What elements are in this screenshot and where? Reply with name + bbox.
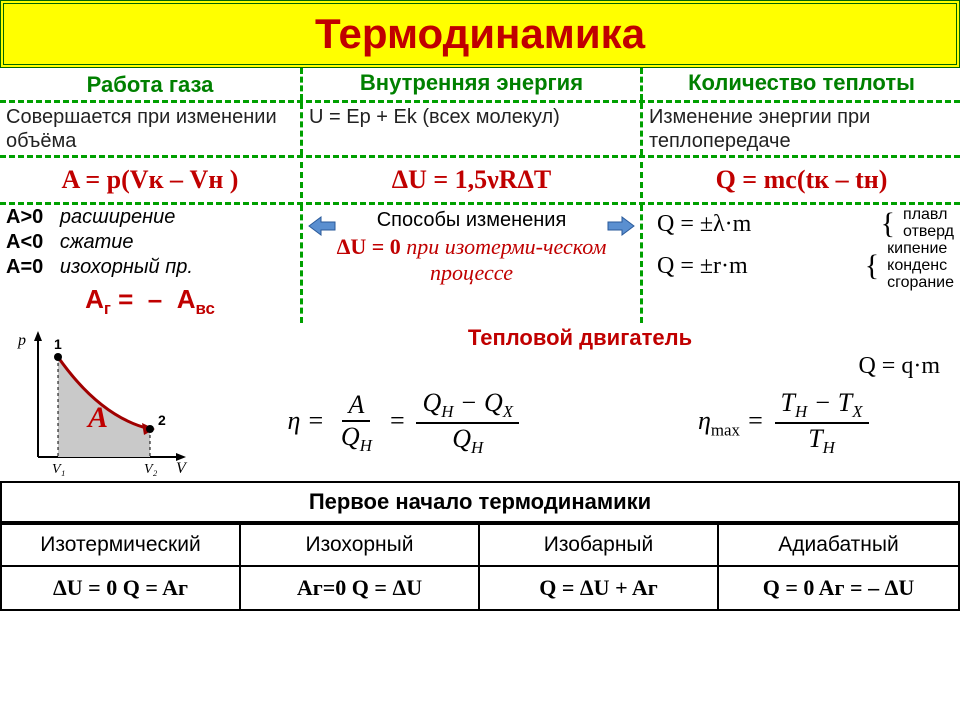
case1-txt: расширение [60, 206, 175, 228]
q2b: конденс [887, 258, 954, 275]
ag-formula: Aг = – Aвс [0, 280, 300, 323]
q2-cases: кипение конденс сгорание [887, 241, 954, 291]
formula-energy: ΔU = 1,5νRΔT [300, 162, 640, 198]
q1b: отверд [903, 224, 954, 241]
q-formulas: Q = ±λ·m { плавл отверд Q = ±r·m { кипен… [640, 205, 960, 323]
svg-text:A: A [86, 401, 108, 434]
q-lambda: Q = ±λ·m [649, 211, 875, 238]
th-isobaric: Изобарный [480, 523, 719, 565]
case3-txt: изохорный пр. [60, 256, 193, 278]
mid-note2-f: ΔU = 0 [337, 234, 407, 259]
col1-desc: Совершается при изменении объёма [0, 103, 300, 155]
engine-section: p V V₁ V₂ 1 2 A Тепловой двигатель Q = q… [0, 323, 960, 481]
svg-text:1: 1 [54, 336, 62, 352]
eta-formula: η = AQH = QH − QXQH [287, 388, 523, 458]
svg-text:p: p [17, 332, 26, 349]
f-isothermal: ΔU = 0 Q = Aг [2, 565, 241, 609]
svg-text:V₂: V₂ [144, 462, 158, 477]
pv-graph: p V V₁ V₂ 1 2 A [10, 327, 190, 477]
q1a: плавл [903, 207, 954, 224]
th-isothermal: Изотермический [2, 523, 241, 565]
f-adiabatic: Q = 0 Aг = – ΔU [719, 565, 958, 609]
case2-cond: A<0 [6, 231, 43, 253]
th-isochoric: Изохорный [241, 523, 480, 565]
detail-row: A>0 расширение A<0 сжатие A=0 изохорный … [0, 205, 960, 323]
mid-note: Способы изменения [309, 207, 634, 234]
col3-desc: Изменение энергии при теплопередаче [640, 103, 960, 155]
case3-cond: A=0 [6, 256, 43, 278]
table-title: Первое начало термодинамики [2, 483, 958, 523]
q-r: Q = ±r·m [649, 253, 859, 280]
q-qm: Q = q·m [850, 353, 940, 380]
table-header-row: Изотермический Изохорный Изобарный Адиаб… [2, 523, 958, 565]
arrow-left-icon [307, 215, 337, 237]
q2a: кипение [887, 241, 954, 258]
desc-row: Совершается при изменении объёма U = Eр … [0, 103, 960, 155]
formula-row: A = p(Vк – Vн ) ΔU = 1,5νRΔT Q = mc(tк –… [0, 155, 960, 205]
f-isochoric: Aг=0 Q = ΔU [241, 565, 480, 609]
mid-note2-t: при изотерми-ческом процессе [406, 234, 606, 285]
svg-text:V₁: V₁ [52, 462, 65, 477]
mid-note2: ΔU = 0 при изотерми-ческом процессе [309, 234, 634, 286]
brace-icon: { [881, 207, 895, 241]
col2-desc: U = Eр + Ek (всех молекул) [300, 103, 640, 155]
q2c: сгорание [887, 275, 954, 292]
page-title: Термодинамика [315, 10, 645, 57]
table-formula-row: ΔU = 0 Q = Aг Aг=0 Q = ΔU Q = ΔU + Aг Q … [2, 565, 958, 609]
efficiency-equations: η = AQH = QH − QXQH ηmax = TH − TXTH [200, 380, 960, 466]
brace-icon-2: { [865, 249, 879, 283]
header-row: Работа газа Внутренняя энергия Количеств… [0, 68, 960, 100]
engine-formulas: Тепловой двигатель Q = q·m η = AQH = QH … [200, 323, 960, 481]
svg-text:V: V [176, 460, 188, 477]
col2-header: Внутренняя энергия [300, 68, 640, 100]
th-adiabatic: Адиабатный [719, 523, 958, 565]
mid-column: Способы изменения ΔU = 0 при изотерми-че… [300, 205, 640, 323]
work-cases: A>0 расширение A<0 сжатие A=0 изохорный … [0, 205, 300, 323]
col1-header: Работа газа [0, 68, 300, 100]
formula-heat: Q = mc(tк – tн) [640, 162, 960, 198]
title-bar: Термодинамика [0, 0, 960, 68]
first-law-table: Первое начало термодинамики Изотермическ… [0, 481, 960, 611]
etamax-formula: ηmax = TH − TXTH [698, 388, 873, 458]
col3-header: Количество теплоты [640, 68, 960, 100]
case2-txt: сжатие [60, 231, 134, 253]
case1-cond: A>0 [6, 206, 43, 228]
svg-text:2: 2 [158, 412, 166, 428]
engine-title: Тепловой двигатель [200, 323, 960, 353]
f-isobaric: Q = ΔU + Aг [480, 565, 719, 609]
q1-cases: плавл отверд [903, 207, 954, 241]
formula-work: A = p(Vк – Vн ) [0, 162, 300, 198]
arrow-right-icon [606, 215, 636, 237]
